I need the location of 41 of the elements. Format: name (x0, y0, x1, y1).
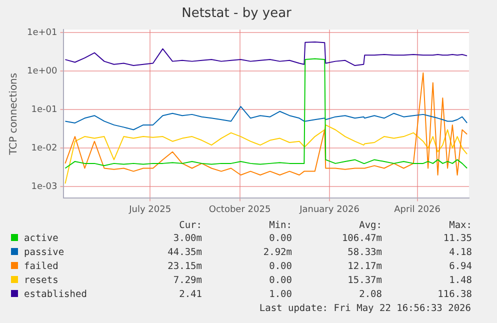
text: 2.08 (358, 288, 382, 302)
text: Min: (268, 220, 292, 232)
text: Cur: (178, 220, 202, 232)
text: 2.92m (262, 246, 292, 260)
x-tick-label: October 2025 (208, 204, 271, 215)
text: 15.37m (346, 274, 382, 288)
text: 7.29m (172, 274, 202, 288)
text: 4.18 (448, 246, 472, 260)
text: Avg: (358, 220, 382, 232)
x-tick-label: July 2025 (128, 204, 172, 215)
y-tick-label: 1e-02 (31, 143, 58, 154)
x-tick-label: January 2026 (298, 204, 360, 215)
y-tick-label: 1e+01 (26, 28, 58, 38)
chart-title: Netstat - by year (182, 6, 292, 22)
legend-label: active (24, 233, 58, 244)
y-axis-title: TCP connections (8, 72, 20, 156)
legend-label: resets (24, 275, 58, 286)
text: Max: (448, 220, 472, 232)
text: 58.33m (346, 246, 382, 260)
text: 106.47m (340, 232, 382, 246)
legend-label: passive (24, 247, 64, 258)
x-tick-label: April 2026 (394, 204, 441, 215)
text: 1.48 (448, 274, 472, 288)
text: 44.35m (166, 246, 202, 260)
text: 12.17m (346, 260, 382, 274)
text: 11.35 (442, 232, 472, 246)
text: 2.41 (178, 288, 202, 302)
text: 116.38 (436, 288, 472, 302)
text: 0.00 (268, 274, 292, 288)
legend-label: failed (24, 261, 58, 272)
text: 0.00 (268, 232, 292, 246)
text: 3.00m (172, 232, 202, 246)
text: 1.00 (268, 288, 292, 302)
text: 23.15m (166, 260, 202, 274)
y-tick-label: 1e+00 (26, 66, 58, 76)
legend-label: established (24, 289, 87, 300)
y-tick-label: 1e-01 (31, 104, 58, 115)
y-tick-label: 1e-03 (31, 182, 58, 192)
text: 6.94 (448, 260, 472, 274)
text: 0.00 (268, 260, 292, 274)
text: Last update: Fri May 22 16:56:33 2026 (258, 302, 472, 316)
